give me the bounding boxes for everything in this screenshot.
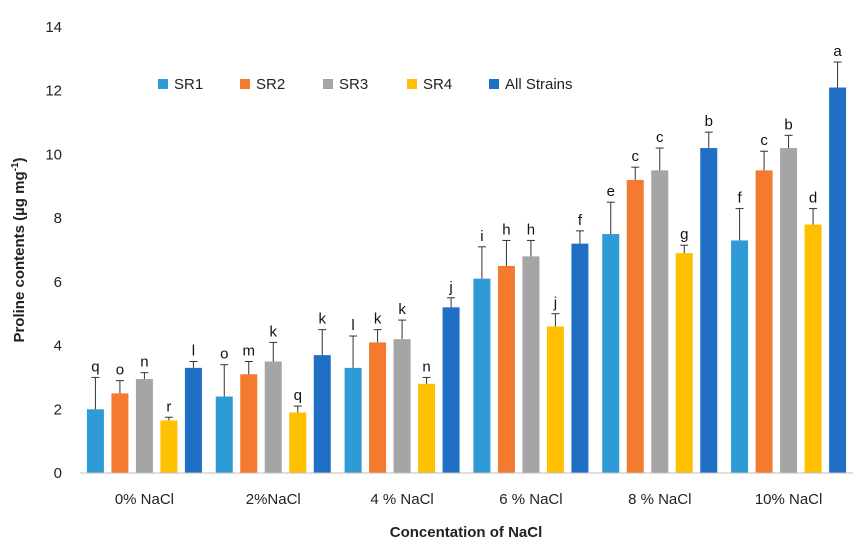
y-axis-title-main: Proline contents (µg mg [11,171,28,342]
significance-label: d [809,190,817,207]
y-axis-title-superscript: -1 [10,162,21,171]
bar [602,234,620,473]
significance-label: c [632,148,640,165]
significance-label: h [502,221,510,238]
x-tick-label: 8 % NaCl [628,491,691,508]
bar [755,170,773,473]
legend-label: SR1 [174,76,203,93]
bar [780,148,798,474]
bar [731,240,749,473]
bar [184,367,202,473]
significance-label: q [91,358,99,375]
y-tick-label: 4 [54,338,62,355]
x-tick-label: 6 % NaCl [499,491,562,508]
significance-label: c [760,132,768,149]
bar [86,409,104,473]
x-tick-label: 4 % NaCl [370,491,433,508]
significance-label: n [140,354,148,371]
significance-label: e [607,183,615,200]
bar [313,355,331,473]
y-axis-title-close: ) [11,157,28,162]
bar [473,278,491,473]
bar [418,383,436,473]
bar [522,256,540,473]
significance-label: o [116,362,124,379]
bar [804,224,822,473]
bar [111,393,129,473]
significance-label: i [480,228,483,245]
significance-label: g [680,226,688,243]
bar [240,374,258,473]
legend-swatch [407,79,417,89]
x-axis: 0% NaCl 2%NaCl 4 % NaCl 6 % NaCl 8 % NaCl 10%… [80,472,853,508]
bar [497,265,515,473]
x-tick-label: 2%NaCl [246,491,301,508]
bar [289,412,307,473]
legend-swatch [240,79,250,89]
significance-label: k [374,311,382,328]
y-axis-ticks: 0 2 4 6 8 10 12 14 [45,19,62,482]
bar [571,243,589,473]
significance-label: n [422,358,430,375]
x-axis-title: Concentation of NaCl [390,524,543,541]
significance-label: f [578,212,583,229]
bar [675,253,693,473]
significance-label: r [166,398,171,415]
significance-label: f [737,190,742,207]
legend-label: SR4 [423,76,452,93]
significance-label: a [833,43,842,60]
legend-swatch [158,79,168,89]
bar [135,379,153,473]
legend: SR1 SR2 SR3 SR4 All Strains [158,76,573,93]
bar [369,342,387,473]
y-axis-title: Proline contents (µg mg-1) [10,157,28,342]
significance-label: c [656,129,664,146]
bar [215,396,233,473]
bar [160,420,178,473]
legend-label: SR3 [339,76,368,93]
significance-label: l [351,317,354,334]
x-tick-label: 10% NaCl [755,491,823,508]
legend-swatch [489,79,499,89]
y-tick-label: 2 [54,401,62,418]
significance-label: l [192,343,195,360]
legend-label: All Strains [505,76,573,93]
bar [829,87,847,474]
significance-label: q [294,387,302,404]
significance-label: b [784,116,792,133]
legend-label: SR2 [256,76,285,93]
significance-label: k [398,301,406,318]
significance-label: k [319,311,327,328]
y-tick-label: 8 [54,210,62,227]
bar [344,367,362,473]
significance-label: j [448,279,452,296]
bar [546,326,564,473]
significance-label: b [705,113,713,130]
significance-label: j [553,295,557,312]
significance-label: h [527,221,535,238]
legend-swatch [323,79,333,89]
y-tick-label: 0 [54,465,62,482]
x-tick-label: 0% NaCl [115,491,174,508]
significance-label: m [243,343,256,360]
y-tick-label: 6 [54,274,62,291]
y-tick-label: 10 [45,146,62,163]
bar [442,307,460,473]
bar [651,170,669,473]
bar [393,339,411,473]
y-tick-label: 14 [45,19,62,36]
significance-label: o [220,346,228,363]
bar [700,148,718,474]
bar [264,361,282,473]
significance-label: k [270,323,278,340]
y-tick-label: 12 [45,83,62,100]
bar [626,179,644,473]
